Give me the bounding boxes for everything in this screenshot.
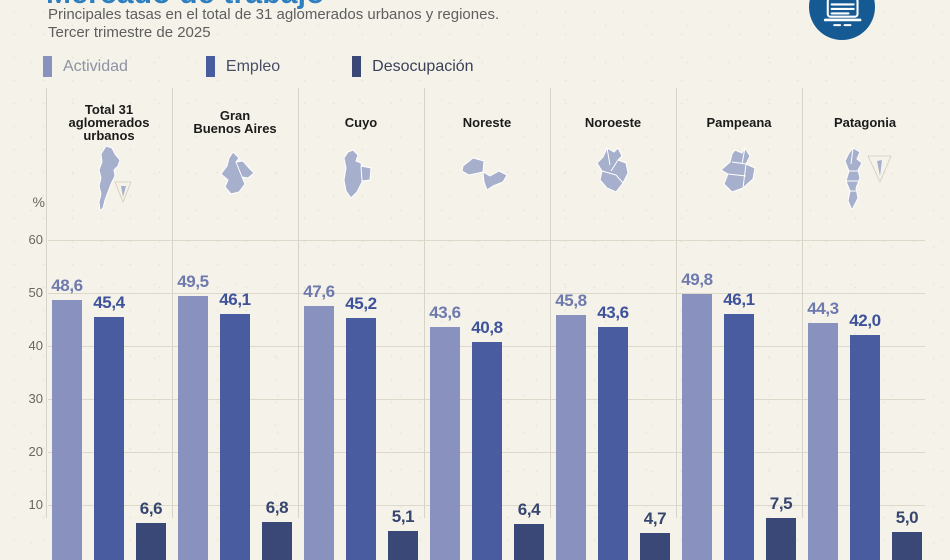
region-header-cuyo: Cuyo [298, 100, 424, 144]
y-tick-label: 60 [9, 232, 43, 247]
bar-empleo-1 [220, 314, 250, 560]
legend-item-empleo: Empleo [206, 56, 280, 77]
bar-desocupación-2 [388, 531, 418, 560]
bar-desocupación-1 [262, 522, 292, 560]
bar-value-label: 49,8 [673, 270, 721, 290]
bar-value-label: 5,1 [379, 507, 427, 527]
legend: Actividad Empleo Desocupación [43, 56, 474, 77]
region-header-line: Buenos Aires [193, 122, 276, 135]
y-tick-label: 40 [9, 338, 43, 353]
region-map [172, 142, 298, 216]
bar-value-label: 4,7 [631, 509, 679, 529]
bar-value-label: 46,1 [715, 290, 763, 310]
region-header-line: Noroeste [585, 116, 641, 129]
map-noroeste-icon [583, 144, 643, 214]
bar-value-label: 46,1 [211, 290, 259, 310]
region-header-line: Noreste [463, 116, 511, 129]
region-map [676, 142, 802, 216]
map-gran-buenos-aires-icon [205, 144, 265, 214]
map-pampeana-icon [709, 144, 769, 214]
region-header-patagonia: Patagonia [802, 100, 928, 144]
y-tick-label: 20 [9, 444, 43, 459]
region-map [802, 142, 928, 216]
page-subtitle: Principales tasas en el total de 31 aglo… [48, 6, 499, 41]
bar-value-label: 47,6 [295, 282, 343, 302]
bar-value-label: 40,8 [463, 318, 511, 338]
bar-value-label: 45,4 [85, 293, 133, 313]
bar-actividad-4 [556, 315, 586, 560]
map-noreste-icon [457, 144, 517, 214]
bar-value-label: 43,6 [589, 303, 637, 323]
bar-desocupación-5 [766, 518, 796, 560]
bar-actividad-5 [682, 294, 712, 560]
region-map [46, 142, 172, 216]
region-header-noreste: Noreste [424, 100, 550, 144]
bar-value-label: 45,8 [547, 291, 595, 311]
legend-label: Empleo [226, 58, 280, 76]
y-tick-label: 30 [9, 391, 43, 406]
infographic-labor-market: Mercado de trabajo Principales tasas en … [0, 0, 950, 518]
region-header-line: Pampeana [706, 116, 771, 129]
bar-value-label: 44,3 [799, 299, 847, 319]
y-tick-label: 10 [9, 497, 43, 512]
legend-label: Desocupación [372, 58, 473, 76]
bar-empleo-6 [850, 335, 880, 560]
y-tick-label: 50 [9, 285, 43, 300]
bar-empleo-4 [598, 327, 628, 560]
bar-empleo-0 [94, 317, 124, 560]
region-header-pampeana: Pampeana [676, 100, 802, 144]
bar-actividad-6 [808, 323, 838, 560]
bar-desocupación-6 [892, 532, 922, 560]
map-cuyo-icon [331, 144, 391, 214]
bar-actividad-2 [304, 306, 334, 560]
bar-desocupación-0 [136, 523, 166, 560]
bar-value-label: 45,2 [337, 294, 385, 314]
map-patagonia-icon [835, 144, 895, 214]
bar-actividad-3 [430, 327, 460, 560]
region-header-line: Cuyo [345, 116, 378, 129]
subtitle-line-1: Principales tasas en el total de 31 aglo… [48, 6, 499, 24]
desocupacion-swatch-icon [352, 56, 361, 77]
legend-item-desocupacion: Desocupación [352, 56, 473, 77]
region-map [298, 142, 424, 216]
bar-empleo-5 [724, 314, 754, 560]
bar-actividad-0 [52, 300, 82, 560]
bar-value-label: 42,0 [841, 311, 889, 331]
legend-label: Actividad [63, 58, 128, 76]
bar-value-label: 49,5 [169, 272, 217, 292]
bar-value-label: 6,6 [127, 499, 175, 519]
actividad-swatch-icon [43, 56, 52, 77]
bar-actividad-1 [178, 296, 208, 560]
bar-empleo-3 [472, 342, 502, 560]
bar-desocupación-3 [514, 524, 544, 560]
gridline-60 [48, 240, 925, 241]
gridline-50 [48, 293, 925, 294]
region-header-line: Patagonia [834, 116, 896, 129]
bar-desocupación-4 [640, 533, 670, 560]
document-chart-icon [816, 0, 868, 40]
region-map [550, 142, 676, 216]
map-argentina-icon [79, 144, 139, 214]
logo-badge [809, 0, 875, 40]
bar-value-label: 7,5 [757, 494, 805, 514]
region-header-noroeste: Noroeste [550, 100, 676, 144]
bar-value-label: 48,6 [43, 276, 91, 296]
empleo-swatch-icon [206, 56, 215, 77]
subtitle-line-2: Tercer trimestre de 2025 [48, 24, 499, 42]
region-header-line: Total 31 [85, 103, 133, 116]
bar-value-label: 6,4 [505, 500, 553, 520]
region-header-line: urbanos [83, 129, 134, 142]
bar-empleo-2 [346, 318, 376, 560]
bar-value-label: 6,8 [253, 498, 301, 518]
region-header-line: aglomerados [69, 116, 150, 129]
legend-item-actividad: Actividad [43, 56, 128, 77]
region-map [424, 142, 550, 216]
y-axis-unit-label: % [25, 194, 45, 210]
bar-value-label: 43,6 [421, 303, 469, 323]
